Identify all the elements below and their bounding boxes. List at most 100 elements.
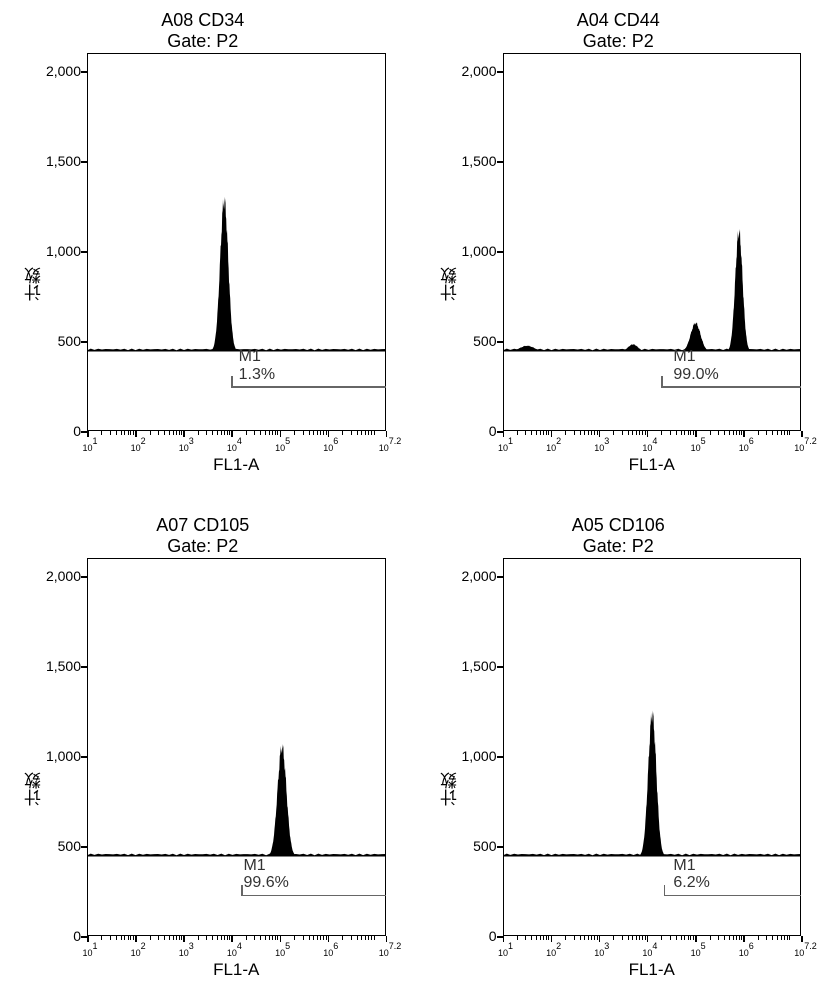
x-minor-tick [371, 431, 372, 435]
panel-title: A08 CD34 Gate: P2 [20, 10, 386, 51]
x-minor-tick [766, 936, 767, 940]
x-minor-tick [365, 431, 366, 435]
y-tick-label: 500 [473, 838, 496, 854]
x-minor-tick [121, 431, 122, 435]
x-minor-tick [101, 936, 102, 940]
histogram [503, 53, 802, 352]
x-minor-tick [269, 936, 270, 940]
x-minor-tick [326, 936, 327, 940]
x-minor-tick [128, 431, 129, 435]
y-tick-label: 1,000 [46, 243, 81, 259]
y-tick-label: 1,500 [46, 153, 81, 169]
x-minor-tick [110, 431, 111, 435]
y-tick-label: 500 [58, 838, 81, 854]
x-minor-tick [733, 431, 734, 435]
x-minor-tick [173, 431, 174, 435]
x-minor-tick [531, 431, 532, 435]
y-tick-label: 1,500 [461, 658, 496, 674]
y-tick-label: 1,000 [461, 243, 496, 259]
x-minor-tick [309, 431, 310, 435]
x-tick-label: 106 [323, 437, 338, 451]
x-tick-label: 102 [131, 942, 146, 956]
x-minor-tick [724, 431, 725, 435]
x-minor-tick [198, 431, 199, 435]
x-tick-label: 107.2 [379, 942, 402, 956]
x-minor-tick [781, 431, 782, 435]
x-minor-tick [110, 936, 111, 940]
y-axis-label: 计数 [436, 732, 463, 806]
x-minor-tick [676, 431, 677, 435]
x-minor-tick [580, 936, 581, 940]
x-tick-label: 101 [82, 437, 97, 451]
x-minor-tick [517, 431, 518, 435]
x-minor-tick [543, 936, 544, 940]
x-minor-tick [317, 431, 318, 435]
x-minor-tick [351, 431, 352, 435]
x-minor-tick [326, 431, 327, 435]
gate-marker [241, 895, 385, 897]
x-minor-tick [574, 431, 575, 435]
histogram [503, 558, 802, 857]
x-minor-tick [275, 936, 276, 940]
x-minor-tick [710, 936, 711, 940]
x-minor-tick [588, 431, 589, 435]
x-minor-tick [636, 936, 637, 940]
x-minor-tick [277, 936, 278, 940]
x-minor-tick [130, 431, 131, 435]
x-minor-tick [681, 936, 682, 940]
x-minor-tick [741, 936, 742, 940]
x-minor-tick [639, 936, 640, 940]
x-tick-label: 104 [227, 942, 242, 956]
x-minor-tick [710, 431, 711, 435]
x-minor-tick [116, 936, 117, 940]
x-minor-tick [594, 936, 595, 940]
x-minor-tick [584, 936, 585, 940]
title-line2: Gate: P2 [436, 536, 802, 557]
x-minor-tick [361, 936, 362, 940]
x-axis-label: FL1-A [503, 455, 802, 475]
x-minor-tick [158, 936, 159, 940]
x-tick-label: 105 [691, 437, 706, 451]
x-tick-label: 106 [739, 437, 754, 451]
x-tick-label: 103 [179, 437, 194, 451]
x-minor-tick [632, 431, 633, 435]
x-minor-tick [313, 431, 314, 435]
x-minor-tick [169, 936, 170, 940]
x-tick-label: 101 [82, 942, 97, 956]
x-minor-tick [320, 936, 321, 940]
histogram [87, 558, 386, 857]
x-minor-tick [733, 936, 734, 940]
x-minor-tick [622, 431, 623, 435]
x-minor-tick [227, 431, 228, 435]
y-tick-label: 1,500 [461, 153, 496, 169]
x-minor-tick [546, 936, 547, 940]
x-minor-tick [736, 936, 737, 940]
x-minor-tick [772, 431, 773, 435]
x-minor-tick [130, 936, 131, 940]
x-minor-tick [736, 431, 737, 435]
plot-region-cd105: 05001,0001,5002,000101102103104105106107… [87, 558, 386, 936]
x-minor-tick [787, 936, 788, 940]
y-tick-label: 1,500 [46, 658, 81, 674]
panel-title: A07 CD105 Gate: P2 [20, 515, 386, 556]
x-minor-tick [739, 936, 740, 940]
x-tick-label: 105 [691, 942, 706, 956]
x-minor-tick [368, 936, 369, 940]
x-minor-tick [642, 936, 643, 940]
title-line2: Gate: P2 [20, 31, 386, 52]
x-minor-tick [254, 431, 255, 435]
chart-grid: A08 CD34 Gate: P2 计数 05001,0001,5002,000… [0, 0, 821, 1000]
x-minor-tick [536, 936, 537, 940]
x-tick-label: 104 [642, 942, 657, 956]
x-tick-label: 102 [546, 437, 561, 451]
x-minor-tick [206, 936, 207, 940]
x-minor-tick [766, 431, 767, 435]
x-tick-label: 107.2 [794, 942, 817, 956]
x-minor-tick [588, 936, 589, 940]
x-minor-tick [525, 431, 526, 435]
x-minor-tick [580, 431, 581, 435]
x-minor-tick [374, 936, 375, 940]
y-tick-label: 2,000 [46, 568, 81, 584]
x-minor-tick [206, 431, 207, 435]
x-minor-tick [277, 431, 278, 435]
